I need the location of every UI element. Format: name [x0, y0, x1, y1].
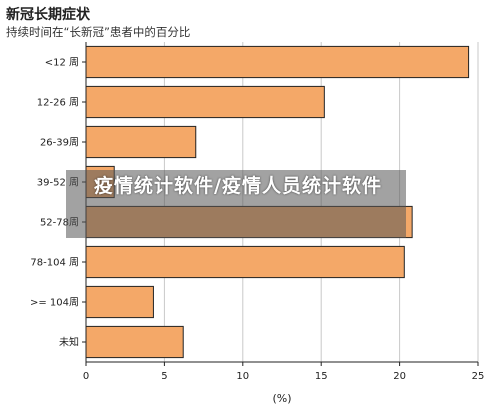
x-tick-label-1: 5 — [161, 371, 167, 382]
bar-5 — [85, 245, 405, 279]
x-tick-label-5: 25 — [472, 371, 485, 382]
bar-6 — [85, 285, 154, 319]
bar-2 — [85, 125, 197, 159]
x-tick-label-3: 15 — [315, 371, 328, 382]
y-tick-label-6: >= 104周 — [30, 297, 79, 309]
y-tick-label-7: 未知 — [59, 336, 79, 349]
x-axis-title: (%) — [272, 392, 291, 405]
x-tick-label-0: 0 — [83, 371, 89, 382]
chart-title: 新冠长期症状 — [6, 7, 90, 23]
watermark-band — [66, 170, 406, 238]
y-tick-label-2: 26-39周 — [40, 137, 79, 149]
bar-1 — [85, 85, 325, 119]
bar-7 — [85, 325, 184, 359]
chart-subtitle: 持续时间在“长新冠”患者中的百分比 — [6, 25, 191, 39]
x-tick-label-4: 20 — [393, 371, 406, 382]
y-tick-label-1: 12-26 周 — [37, 97, 79, 109]
y-tick-label-5: 78-104 周 — [30, 257, 79, 269]
bar-0 — [85, 45, 470, 79]
x-tick-label-2: 10 — [236, 371, 249, 382]
y-tick-label-0: <12 周 — [45, 57, 79, 69]
watermark-text: 疫情统计软件/疫情人员统计软件 — [94, 175, 382, 197]
